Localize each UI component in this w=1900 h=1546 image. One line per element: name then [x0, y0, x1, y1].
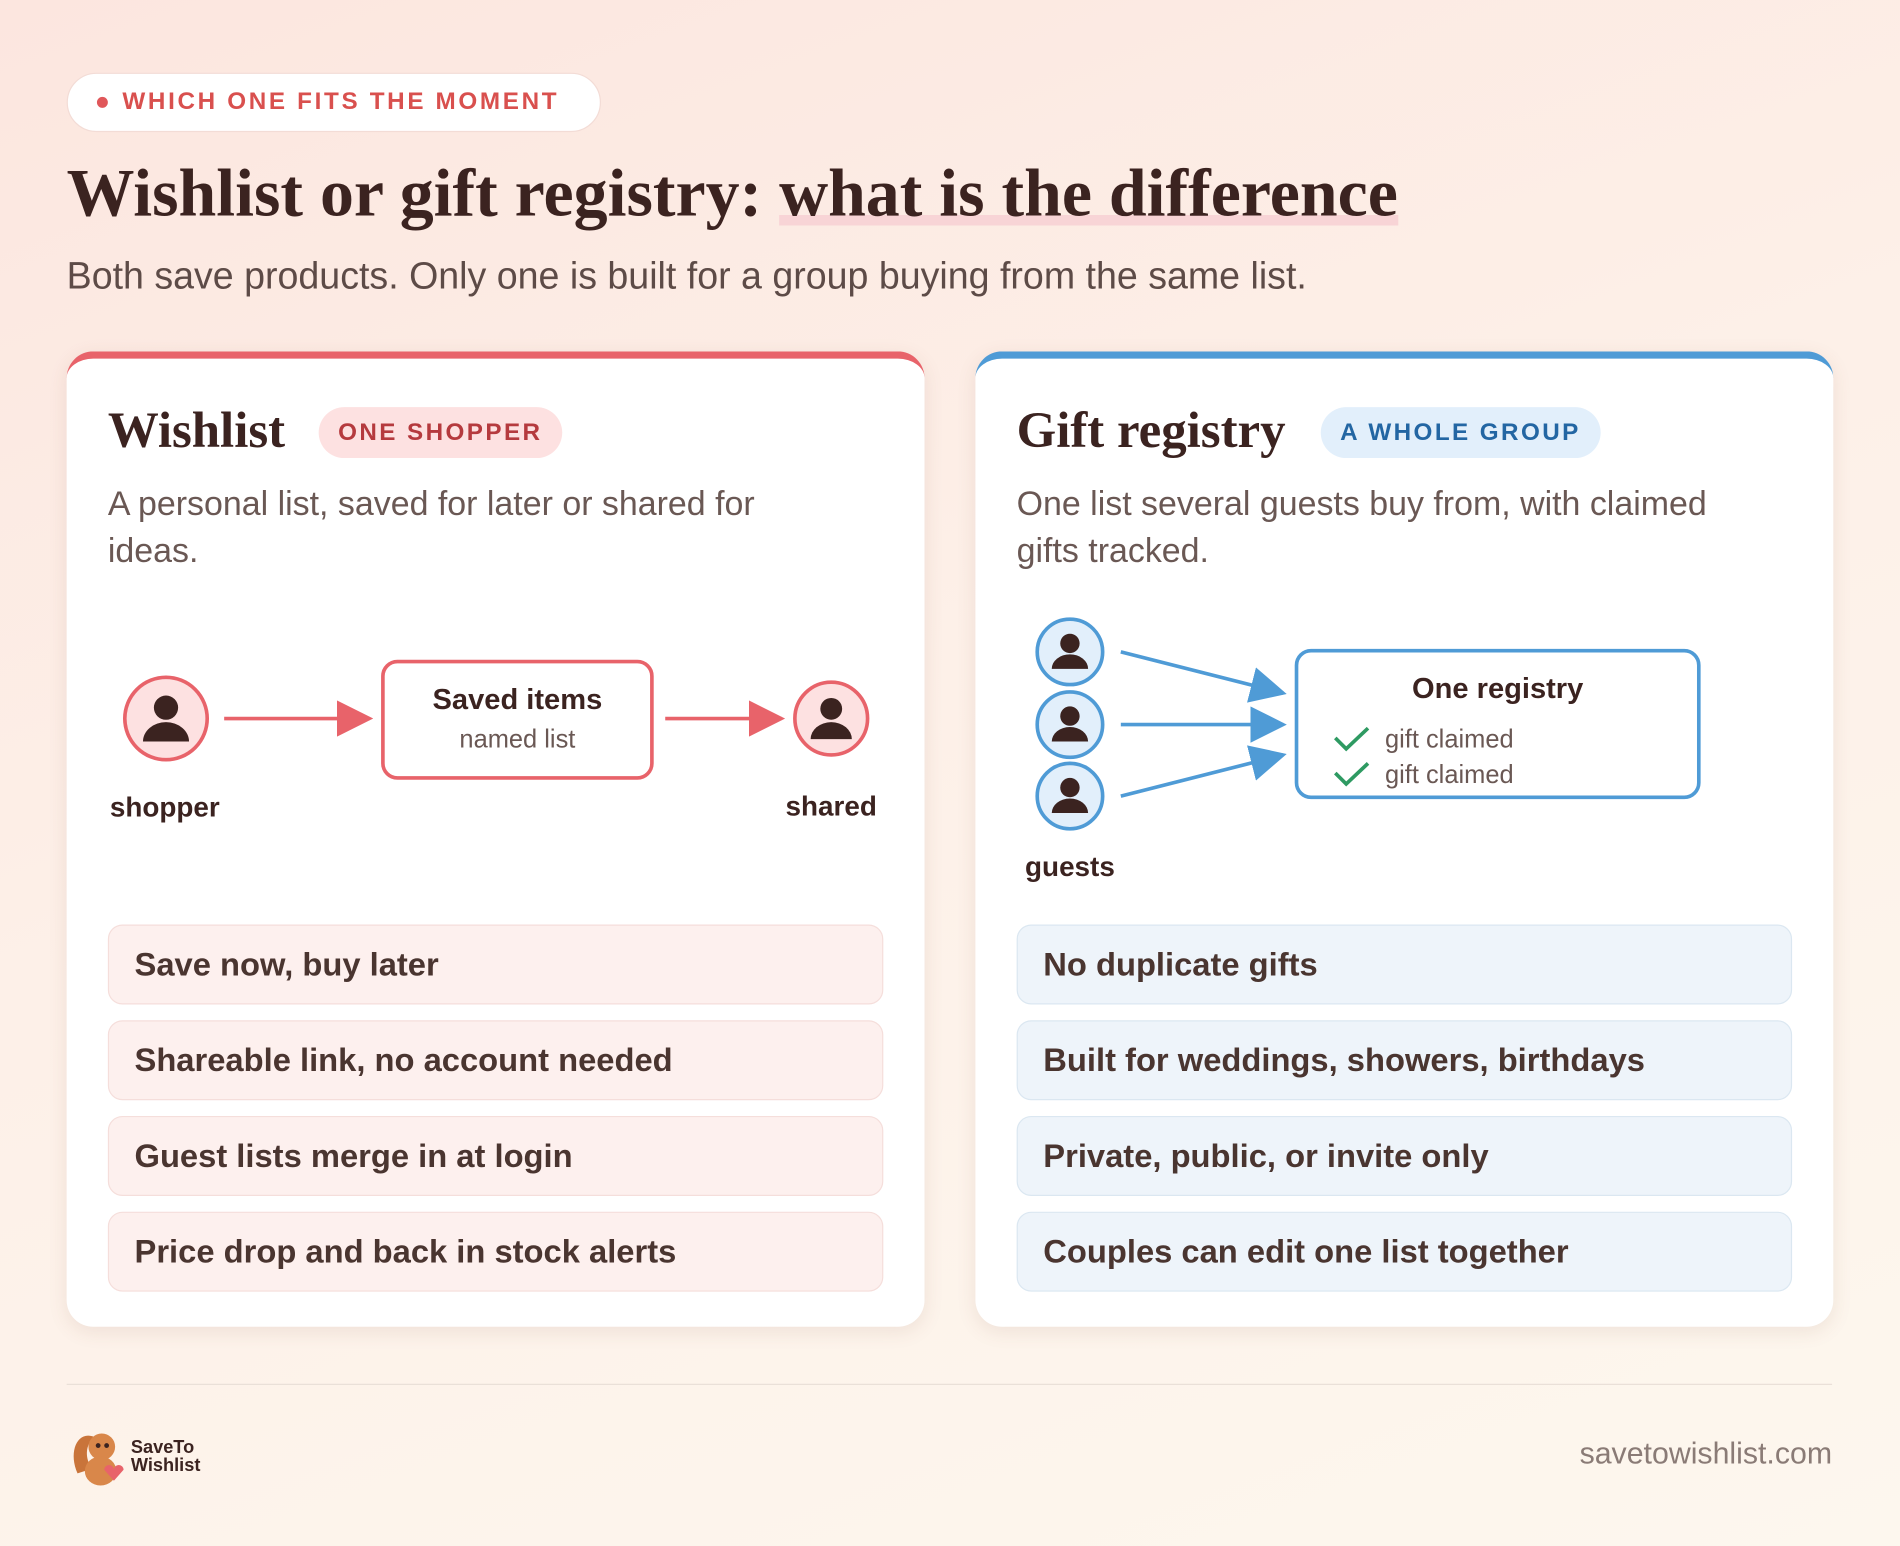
- eyebrow-pill: WHICH ONE FITS THE MOMENT: [66, 72, 602, 133]
- badge: ONE SHOPPER: [318, 407, 562, 459]
- feature: Built for weddings, showers, birthdays: [1016, 1020, 1793, 1101]
- brand-line: SaveTo: [130, 1437, 195, 1458]
- title-lead: Wishlist or gift registry:: [66, 156, 763, 232]
- subtitle: Both save products. Only one is built fo…: [66, 254, 1307, 297]
- feature: Guest lists merge in at login: [107, 1115, 884, 1196]
- arrow: [1120, 650, 1287, 703]
- dot: [96, 96, 108, 108]
- box: [1294, 648, 1701, 800]
- node-label: shopper: [110, 792, 220, 823]
- wishlist-diagram: Saved items named list shopper shared: [110, 659, 877, 823]
- registry-diagram: One registry gift claimed gift claimed g…: [1025, 617, 1701, 882]
- check-icon: [1334, 726, 1370, 752]
- feature: No duplicate gifts: [1016, 924, 1793, 1005]
- arrow: [1120, 745, 1287, 798]
- feature: Save now, buy later: [107, 924, 884, 1005]
- logo-icon: [73, 1433, 124, 1486]
- title: Wishlist or gift registry: what is the d…: [67, 155, 1398, 233]
- feature: Private, public, or invite only: [1016, 1115, 1793, 1196]
- check-icon: [1334, 762, 1370, 787]
- divider: [66, 1383, 1833, 1385]
- box: [381, 659, 654, 780]
- shared-icon: [793, 680, 870, 757]
- badge: A WHOLE GROUP: [1320, 407, 1601, 459]
- box-title: One registry: [1412, 673, 1584, 705]
- url: savetowishlist.com: [1579, 1437, 1833, 1472]
- box-title: Saved items: [433, 684, 603, 716]
- brand-line: Wishlist: [130, 1455, 201, 1476]
- shopper-icon: [122, 675, 210, 762]
- box-subtitle: named list: [459, 726, 575, 754]
- title-highlight: what is the difference: [779, 156, 1398, 232]
- brand: SaveTo Wishlist: [131, 1438, 201, 1474]
- description: One list several guests buy from, with c…: [1016, 484, 1707, 570]
- feature: Couples can edit one list together: [1016, 1211, 1793, 1292]
- registry-item: gift claimed: [1385, 761, 1514, 789]
- card-title: Gift registry: [1016, 403, 1286, 460]
- feature: Price drop and back in stock alerts: [107, 1211, 884, 1292]
- feature: Shareable link, no account needed: [107, 1020, 884, 1101]
- wishlist-card: Wishlist ONE SHOPPER A personal list, sa…: [66, 351, 925, 1327]
- eyebrow: WHICH ONE FITS THE MOMENT: [122, 88, 560, 116]
- registry-item: gift claimed: [1385, 726, 1514, 754]
- node-label: shared: [786, 790, 877, 821]
- guest-icons: [1035, 617, 1105, 831]
- description: A personal list, saved for later or shar…: [107, 484, 755, 570]
- card-title: Wishlist: [107, 403, 286, 460]
- node-label: guests: [1025, 851, 1115, 882]
- registry-card: Gift registry A WHOLE GROUP One list sev…: [975, 351, 1834, 1327]
